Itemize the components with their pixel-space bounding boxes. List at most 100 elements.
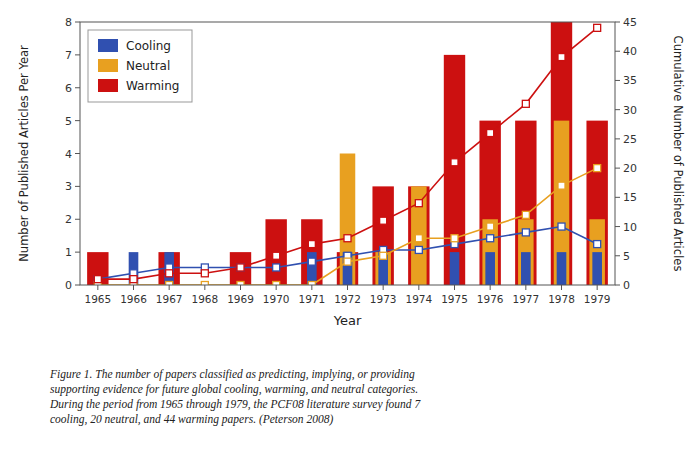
line-marker — [308, 258, 315, 265]
x-tick-label: 1978 — [548, 293, 575, 305]
y-tick-label: 2 — [65, 213, 72, 226]
line-marker — [201, 270, 208, 277]
y2-tick-label: 10 — [623, 221, 637, 234]
y2-axis-label: Cumulative Number of Published Articles — [671, 36, 685, 272]
y2-tick-label: 40 — [623, 45, 637, 58]
bar — [301, 219, 322, 285]
x-tick — [276, 285, 277, 290]
line-marker — [415, 200, 422, 207]
line-marker — [594, 241, 601, 248]
line-marker — [558, 223, 565, 230]
x-tick-label: 1974 — [405, 293, 432, 305]
bar — [518, 219, 534, 285]
line-marker — [166, 270, 173, 277]
bar — [557, 252, 567, 285]
line-marker — [594, 165, 601, 172]
y-tick-label: 8 — [65, 16, 72, 29]
bar — [515, 121, 536, 285]
legend-label: Neutral — [126, 59, 170, 73]
x-tick — [347, 285, 348, 290]
legend-swatch — [98, 79, 118, 92]
y-tick — [75, 120, 80, 121]
x-tick — [561, 285, 562, 290]
line-marker — [415, 235, 422, 242]
line-marker — [201, 282, 208, 286]
bar — [343, 252, 353, 285]
y2-tick — [615, 138, 620, 139]
x-tick-label: 1976 — [477, 293, 504, 305]
line-marker — [487, 235, 494, 242]
caption-line: During the period from 1965 through 1979… — [49, 398, 421, 411]
bar — [372, 186, 393, 285]
caption-line: Figure 1. The number of papers classifie… — [49, 368, 415, 381]
legend-label: Warming — [126, 79, 179, 93]
x-tick — [204, 285, 205, 290]
line-marker — [94, 276, 101, 283]
y2-tick — [615, 255, 620, 256]
bar — [589, 219, 605, 285]
legend-swatch — [98, 39, 118, 52]
line-marker — [522, 211, 529, 218]
chart: 0123456780510152025303540451965196619671… — [0, 0, 700, 450]
y-tick-label: 0 — [65, 279, 72, 292]
line-marker — [273, 282, 280, 286]
y2-tick-label: 25 — [623, 133, 637, 146]
line-marker — [344, 235, 351, 242]
y2-tick — [615, 285, 620, 286]
y-axis-label: Number of Published Articles Per Year — [17, 45, 31, 262]
y2-tick — [615, 80, 620, 81]
y2-tick-label: 5 — [623, 250, 630, 263]
y2-tick — [615, 109, 620, 110]
x-tick — [454, 285, 455, 290]
line-marker — [522, 100, 529, 107]
line-marker — [94, 276, 101, 283]
x-tick-label: 1971 — [298, 293, 325, 305]
cumulative-line — [98, 168, 597, 285]
bar — [411, 186, 427, 285]
caption-line: cooling, 20 neutral, and 44 warming pape… — [50, 413, 333, 426]
x-tick — [169, 285, 170, 290]
line-marker — [273, 252, 280, 259]
bar — [479, 121, 500, 285]
bar — [450, 252, 460, 285]
line-marker — [237, 264, 244, 271]
y-tick — [75, 87, 80, 88]
y-tick — [75, 285, 80, 286]
x-tick — [311, 285, 312, 290]
y-tick — [75, 153, 80, 154]
bar — [592, 252, 602, 285]
y2-tick — [615, 168, 620, 169]
line-marker — [558, 182, 565, 189]
y2-tick-label: 30 — [623, 104, 637, 117]
x-tick-label: 1972 — [334, 293, 361, 305]
y-tick-label: 5 — [65, 115, 72, 128]
x-tick-label: 1968 — [191, 293, 218, 305]
y2-tick-label: 35 — [623, 74, 637, 87]
y2-tick — [615, 226, 620, 227]
bar — [408, 186, 429, 285]
y2-tick-label: 45 — [623, 16, 637, 29]
x-tick-label: 1975 — [441, 293, 468, 305]
legend: Cooling Neutral Warming — [88, 30, 192, 102]
bar — [485, 252, 495, 285]
line-marker — [308, 282, 315, 286]
legend-swatch — [98, 59, 118, 72]
x-axis-label: Year — [333, 313, 362, 328]
x-tick-label: 1965 — [84, 293, 111, 305]
x-tick — [97, 285, 98, 290]
x-tick — [418, 285, 419, 290]
y2-tick — [615, 22, 620, 23]
x-tick-label: 1969 — [227, 293, 254, 305]
legend-label: Cooling — [126, 39, 171, 53]
y-tick-label: 7 — [65, 49, 72, 62]
caption-line: supporting evidence for future global co… — [50, 383, 418, 396]
x-tick — [525, 285, 526, 290]
line-marker — [415, 246, 422, 253]
x-tick — [383, 285, 384, 290]
bar — [521, 252, 531, 285]
x-tick — [240, 285, 241, 290]
x-tick — [133, 285, 134, 290]
line-marker — [380, 217, 387, 224]
y2-tick — [615, 197, 620, 198]
x-tick-label: 1973 — [370, 293, 397, 305]
